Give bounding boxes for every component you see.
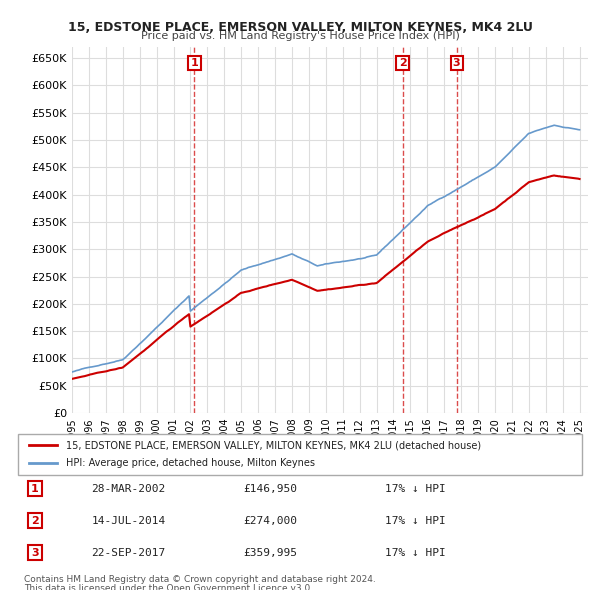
Text: 3: 3 <box>453 58 460 68</box>
Text: 17% ↓ HPI: 17% ↓ HPI <box>385 484 445 494</box>
Text: 17% ↓ HPI: 17% ↓ HPI <box>385 516 445 526</box>
Text: 15, EDSTONE PLACE, EMERSON VALLEY, MILTON KEYNES, MK4 2LU (detached house): 15, EDSTONE PLACE, EMERSON VALLEY, MILTO… <box>66 440 481 450</box>
Text: 1: 1 <box>191 58 199 68</box>
FancyBboxPatch shape <box>18 434 582 475</box>
Text: Price paid vs. HM Land Registry's House Price Index (HPI): Price paid vs. HM Land Registry's House … <box>140 31 460 41</box>
Text: 2: 2 <box>399 58 406 68</box>
Text: £146,950: £146,950 <box>244 484 298 494</box>
Text: 28-MAR-2002: 28-MAR-2002 <box>91 484 166 494</box>
Text: Contains HM Land Registry data © Crown copyright and database right 2024.: Contains HM Land Registry data © Crown c… <box>24 575 376 584</box>
Text: 1: 1 <box>31 484 39 494</box>
Text: £274,000: £274,000 <box>244 516 298 526</box>
Text: HPI: Average price, detached house, Milton Keynes: HPI: Average price, detached house, Milt… <box>66 458 315 468</box>
Text: 15, EDSTONE PLACE, EMERSON VALLEY, MILTON KEYNES, MK4 2LU: 15, EDSTONE PLACE, EMERSON VALLEY, MILTO… <box>68 21 532 34</box>
Text: 14-JUL-2014: 14-JUL-2014 <box>91 516 166 526</box>
Text: 22-SEP-2017: 22-SEP-2017 <box>91 548 166 558</box>
Text: £359,995: £359,995 <box>244 548 298 558</box>
Text: 17% ↓ HPI: 17% ↓ HPI <box>385 548 445 558</box>
Text: This data is licensed under the Open Government Licence v3.0.: This data is licensed under the Open Gov… <box>24 584 313 590</box>
Text: 3: 3 <box>31 548 39 558</box>
Text: 2: 2 <box>31 516 39 526</box>
